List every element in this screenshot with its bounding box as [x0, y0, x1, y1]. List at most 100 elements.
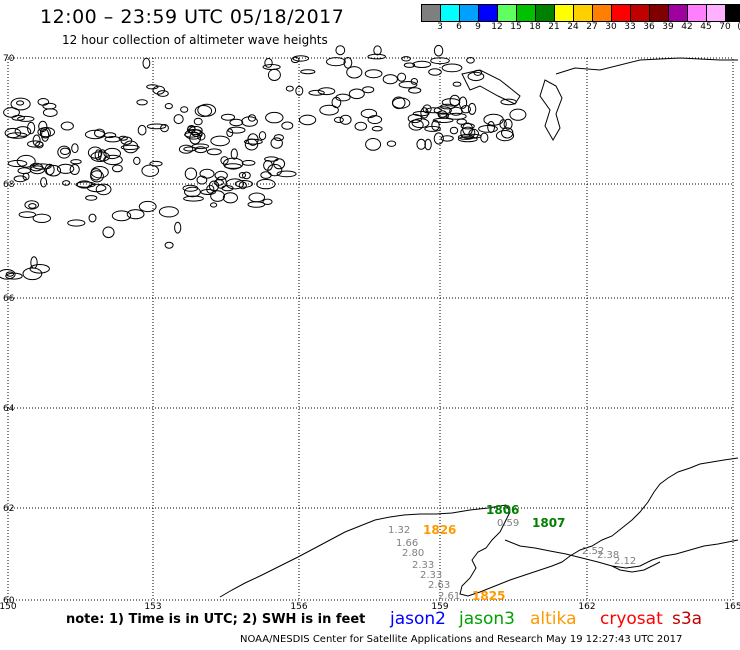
ice-contour	[191, 143, 210, 150]
ice-contour	[142, 57, 151, 69]
ice-contour	[460, 126, 476, 140]
ice-contour	[371, 126, 383, 132]
ice-contour	[7, 159, 28, 168]
ice-contour	[0, 269, 16, 280]
ice-contour	[408, 119, 424, 131]
ice-contour	[480, 132, 489, 143]
scale-swatch	[441, 5, 460, 21]
ice-contour	[449, 106, 463, 116]
observation-label: 1826	[423, 523, 456, 537]
ice-contour	[317, 87, 336, 96]
ice-contour	[120, 144, 140, 150]
ice-contour	[433, 44, 444, 57]
ice-contour	[431, 120, 440, 131]
legend-altika: altika	[530, 609, 577, 629]
ice-contour	[452, 81, 462, 87]
ice-contour	[432, 117, 454, 124]
ice-contour	[227, 126, 246, 134]
ice-contour	[242, 171, 251, 180]
ice-contour	[478, 124, 498, 133]
ice-contour	[18, 211, 36, 219]
north-coast-contour	[555, 57, 738, 75]
ice-contour	[495, 130, 515, 142]
ice-contour	[141, 164, 159, 177]
ice-contour	[136, 99, 148, 106]
ice-contour	[234, 180, 253, 188]
legend-jason2: jason2	[390, 609, 446, 629]
ice-contour	[60, 147, 71, 156]
scale-label: 33	[624, 22, 636, 32]
scale-label: 6	[456, 22, 462, 32]
ice-contour	[186, 125, 196, 134]
ice-contour	[3, 107, 20, 118]
scale-swatch	[574, 5, 593, 21]
ice-contour	[270, 137, 283, 149]
bay-contour	[461, 69, 521, 105]
ice-contour	[285, 85, 294, 92]
ice-contour	[410, 78, 418, 85]
ice-contour	[174, 221, 182, 234]
ice-contour	[244, 138, 263, 145]
latitude-label: 70	[3, 54, 15, 64]
ice-contour	[422, 104, 432, 114]
ice-contour	[152, 85, 166, 95]
longitude-label: 162	[578, 602, 595, 610]
ice-contour	[440, 103, 456, 110]
ice-contour	[258, 131, 267, 141]
ice-contour	[87, 146, 103, 159]
ice-contour	[392, 97, 411, 109]
ice-contour	[137, 124, 147, 136]
ice-contour	[335, 93, 351, 102]
ice-contour	[412, 60, 432, 69]
ice-contour	[95, 183, 112, 196]
ice-contour	[206, 148, 222, 156]
ice-contour	[265, 111, 284, 124]
scale-label: 70	[719, 22, 731, 32]
ice-contour	[164, 103, 173, 110]
scale-swatch	[650, 5, 669, 21]
ice-contour	[428, 68, 442, 76]
ice-contour	[391, 96, 406, 110]
ice-contour	[509, 108, 527, 121]
ice-contour	[457, 136, 478, 143]
observation-label: 1.32	[388, 525, 410, 536]
ice-contour	[60, 121, 74, 131]
latitude-label: 62	[3, 504, 14, 514]
ice-contour	[4, 127, 22, 139]
ice-contour	[365, 138, 382, 151]
scale-label: 27	[586, 22, 598, 32]
ice-contour	[386, 140, 397, 147]
ice-contour	[483, 113, 504, 126]
scale-swatch	[555, 5, 574, 21]
ice-contour	[126, 209, 145, 220]
ice-contour	[229, 118, 244, 127]
ice-contour	[56, 163, 75, 174]
scale-label: 15	[510, 22, 522, 32]
ice-contour	[178, 144, 194, 154]
observation-label: 2.33	[420, 570, 442, 581]
scale-swatch	[479, 5, 498, 21]
ice-contour	[430, 57, 450, 65]
ice-contour	[27, 140, 44, 148]
ice-contour	[164, 241, 174, 249]
ice-contour	[45, 164, 62, 177]
observation-label: 2.80	[402, 548, 424, 559]
ice-contour	[123, 140, 139, 154]
ice-contour	[220, 156, 229, 165]
longitude-label: 150	[0, 602, 17, 610]
note-text: note: 1) Time is in UTC; 2) SWH is in fe…	[66, 612, 366, 627]
ice-contour	[433, 106, 452, 115]
ice-contour	[197, 132, 206, 141]
ice-contour	[360, 108, 378, 119]
ice-contour	[90, 166, 109, 179]
observations: 1.321.662.802.332.332.632.610.592.522.38…	[388, 503, 636, 603]
ice-contour	[70, 159, 82, 165]
ice-contour	[339, 114, 352, 125]
ice-contour	[213, 179, 225, 186]
ice-contour	[440, 135, 454, 142]
ice-contour	[224, 163, 242, 169]
ice-contour	[90, 151, 110, 163]
longitude-label: 165	[724, 602, 740, 610]
longitude-label: 159	[431, 602, 448, 610]
